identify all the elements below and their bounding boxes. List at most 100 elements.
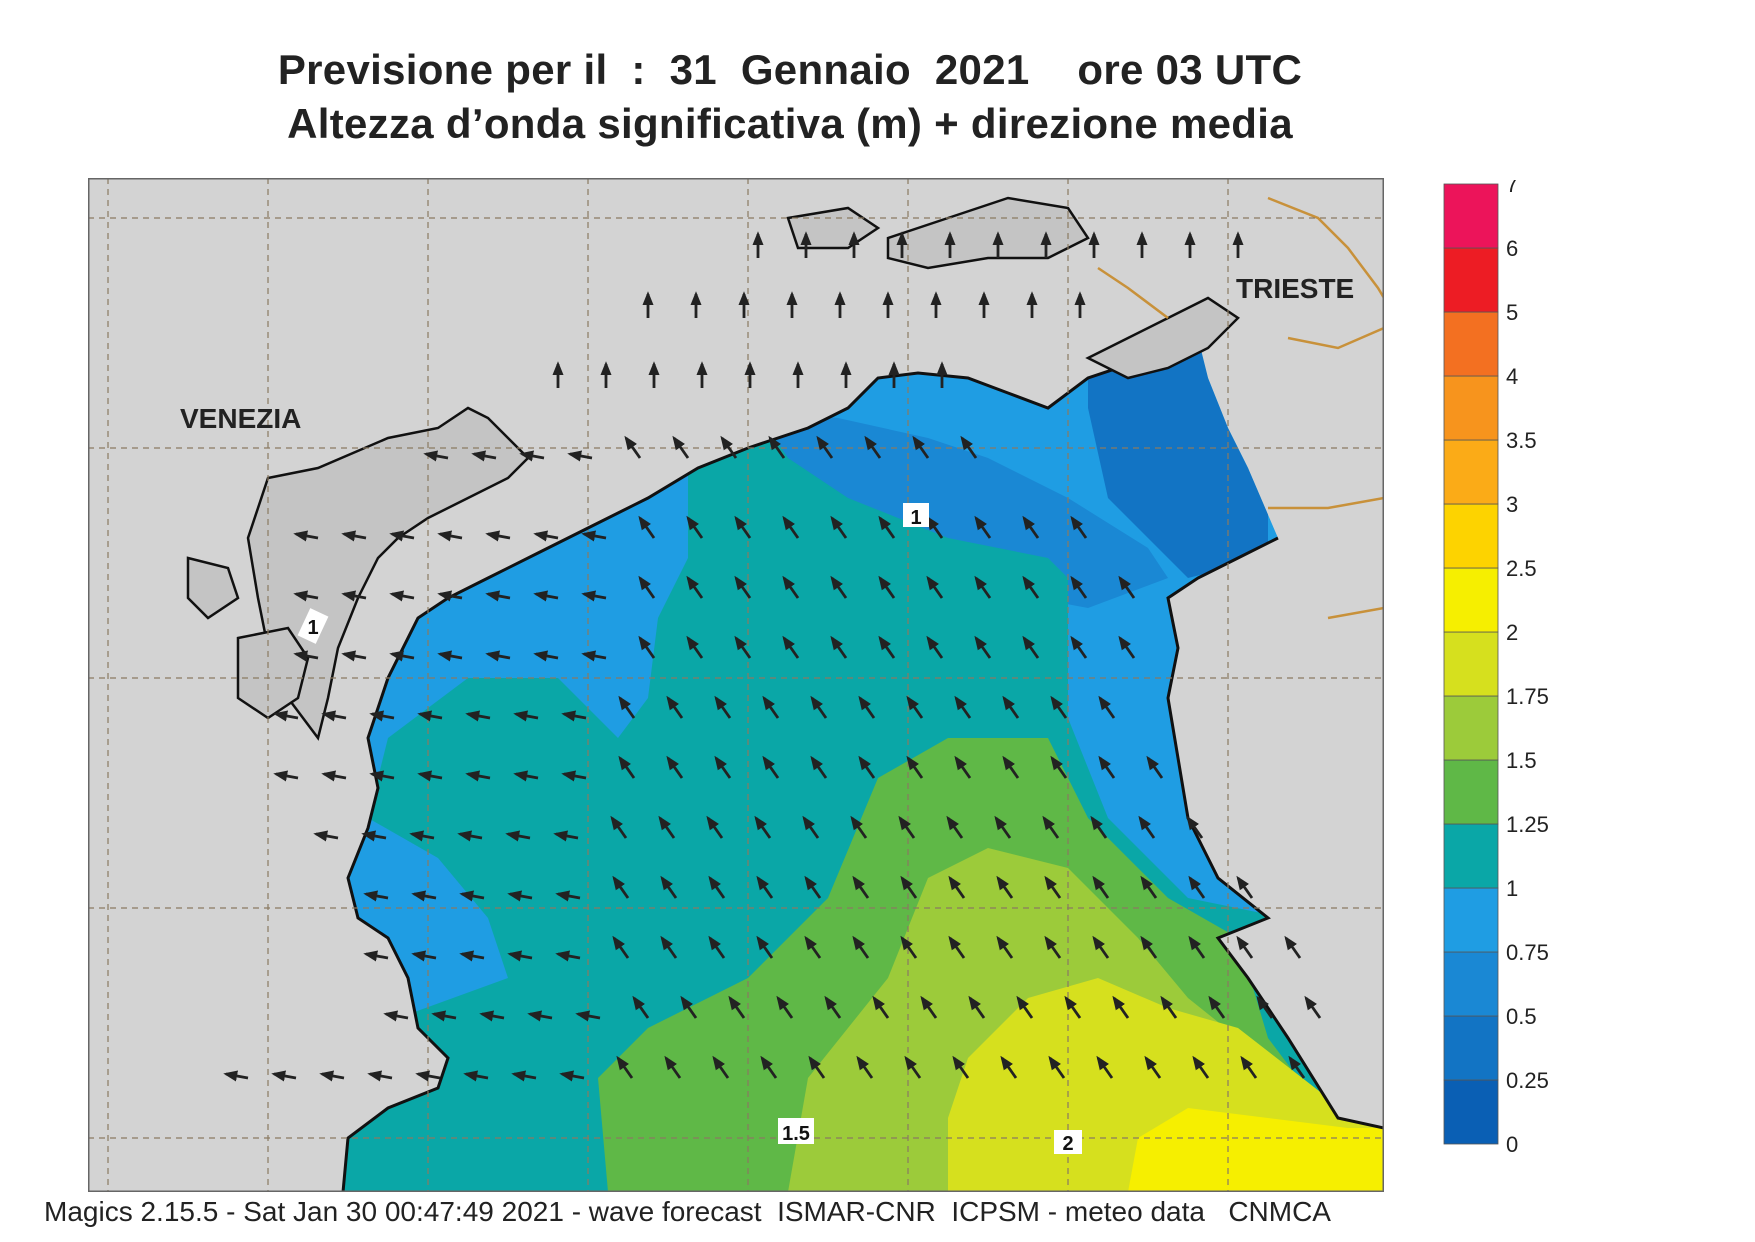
legend-swatch — [1443, 439, 1499, 505]
direction-arrow — [363, 890, 389, 902]
direction-arrow — [1002, 695, 1020, 719]
direction-arrow — [632, 995, 650, 1019]
direction-arrow — [1092, 875, 1110, 899]
legend-label: 0.75 — [1506, 940, 1549, 965]
legend-swatch — [1443, 1079, 1499, 1145]
direction-arrow — [1160, 995, 1178, 1019]
direction-arrow — [513, 770, 539, 782]
direction-arrow — [423, 450, 449, 462]
direction-arrow — [1070, 575, 1088, 599]
direction-arrow — [485, 530, 511, 542]
direction-arrow — [1064, 995, 1082, 1019]
direction-arrow — [952, 1055, 970, 1079]
direction-arrow — [900, 935, 918, 959]
direction-arrow — [1188, 935, 1206, 959]
direction-arrow — [389, 650, 415, 662]
direction-arrow — [714, 755, 732, 779]
direction-arrow — [974, 575, 992, 599]
direction-arrow — [658, 815, 676, 839]
direction-arrow — [341, 650, 367, 662]
direction-arrow — [1138, 815, 1156, 839]
direction-arrow — [313, 830, 339, 842]
legend-swatch — [1443, 375, 1499, 441]
direction-arrow — [533, 650, 559, 662]
direction-arrow — [417, 710, 443, 722]
direction-arrow — [567, 450, 593, 462]
city-venezia: VENEZIA — [180, 403, 301, 434]
legend-label: 0.5 — [1506, 1004, 1537, 1029]
direction-arrow — [734, 635, 752, 659]
legend-label: 6 — [1506, 236, 1518, 261]
direction-arrow — [974, 515, 992, 539]
direction-arrow — [485, 650, 511, 662]
direction-arrow — [507, 890, 533, 902]
direction-arrow — [575, 1010, 601, 1022]
direction-arrow — [638, 635, 656, 659]
direction-arrow — [762, 755, 780, 779]
direction-arrow — [513, 710, 539, 722]
legend-swatch — [1443, 503, 1499, 569]
direction-arrow — [1092, 935, 1110, 959]
direction-arrow — [906, 695, 924, 719]
direction-arrow — [369, 770, 395, 782]
direction-arrow — [878, 575, 896, 599]
direction-arrow — [858, 695, 876, 719]
direction-arrow — [555, 890, 581, 902]
direction-arrow — [581, 530, 607, 542]
direction-arrow — [561, 710, 587, 722]
legend-label: 4 — [1506, 364, 1518, 389]
direction-arrow — [680, 995, 698, 1019]
legend-label: 0 — [1506, 1132, 1518, 1157]
direction-arrow — [714, 695, 732, 719]
direction-arrow — [810, 695, 828, 719]
direction-arrow — [507, 950, 533, 962]
legend-swatch — [1443, 951, 1499, 1017]
direction-arrow — [708, 875, 726, 899]
legend-label: 1.75 — [1506, 684, 1549, 709]
direction-arrow — [411, 950, 437, 962]
direction-arrow — [912, 435, 930, 459]
legend-swatch — [1443, 567, 1499, 633]
direction-arrow — [660, 935, 678, 959]
direction-arrow — [686, 515, 704, 539]
direction-arrow — [666, 695, 684, 719]
direction-arrow — [1070, 515, 1088, 539]
direction-arrow — [555, 950, 581, 962]
direction-arrow — [1208, 995, 1226, 1019]
direction-arrow — [706, 815, 724, 839]
direction-arrow — [519, 450, 545, 462]
direction-arrow — [271, 1070, 297, 1082]
direction-arrow — [1192, 1055, 1210, 1079]
direction-arrow — [459, 950, 485, 962]
wave-height-map: 1 1 1.5 2 VENEZIA TRIESTE — [88, 178, 1384, 1192]
direction-arrow — [968, 995, 986, 1019]
legend-label: 7 — [1506, 180, 1518, 197]
city-trieste: TRIESTE — [1236, 273, 1354, 304]
direction-arrow — [1022, 635, 1040, 659]
direction-arrow — [1016, 995, 1034, 1019]
footer-credits: Magics 2.15.5 - Sat Jan 30 00:47:49 2021… — [44, 1196, 1331, 1227]
color-legend: 0 0.25 0.5 0.75 1 1.25 1.5 1.75 2 2.5 3 3.5 4 5 6 7 — [1443, 180, 1549, 1157]
direction-arrow — [948, 875, 966, 899]
direction-arrow — [1186, 815, 1204, 839]
lat-lon-grid — [88, 178, 1384, 1192]
direction-arrow — [1236, 875, 1254, 899]
direction-arrow — [479, 1010, 505, 1022]
direction-arrow — [581, 590, 607, 602]
direction-arrow — [1098, 695, 1116, 719]
direction-arrow — [465, 770, 491, 782]
direction-arrow — [638, 575, 656, 599]
legend-label: 5 — [1506, 300, 1518, 325]
legend-label: 2 — [1506, 620, 1518, 645]
direction-arrow — [754, 815, 772, 839]
direction-arrow — [852, 875, 870, 899]
direction-arrow — [776, 995, 794, 1019]
direction-arrow — [802, 815, 820, 839]
direction-arrow — [273, 710, 299, 722]
direction-arrow — [954, 755, 972, 779]
contour-label: 1.5 — [782, 1123, 810, 1145]
direction-arrow — [1002, 755, 1020, 779]
legend-swatch — [1443, 887, 1499, 953]
direction-arrow — [561, 770, 587, 782]
direction-arrow — [946, 815, 964, 839]
